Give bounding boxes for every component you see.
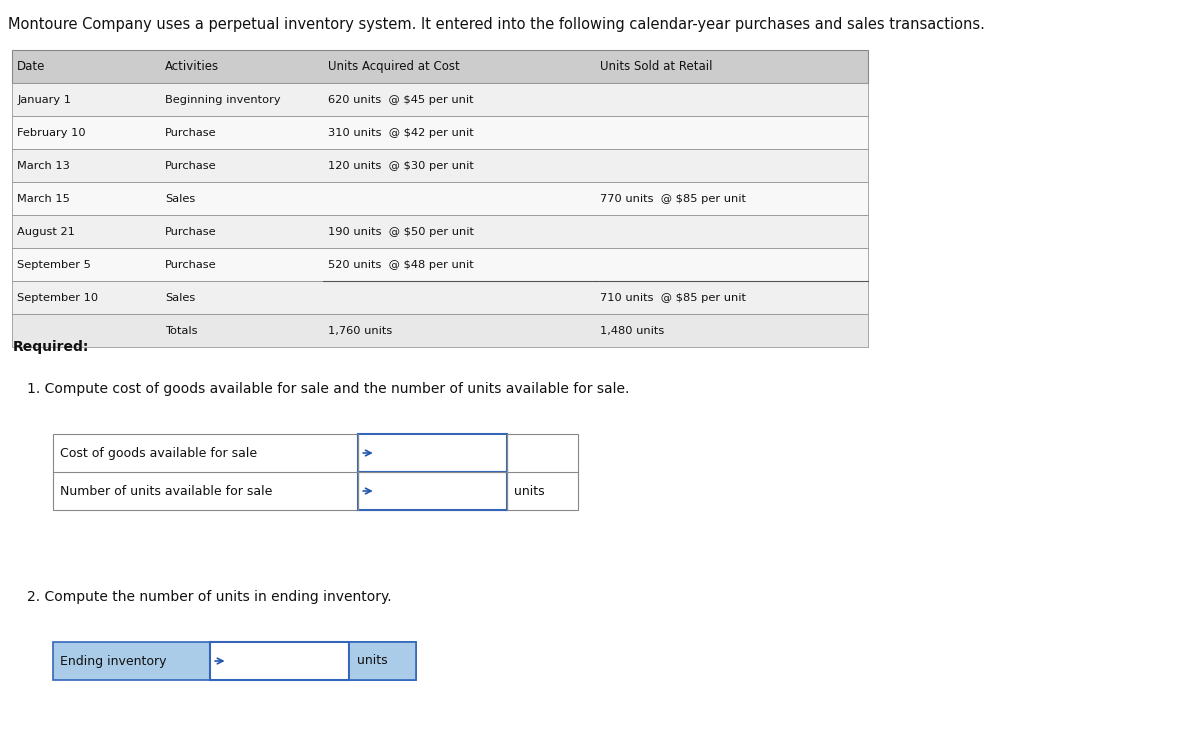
FancyBboxPatch shape bbox=[12, 182, 868, 215]
Text: 310 units  @ $42 per unit: 310 units @ $42 per unit bbox=[328, 127, 474, 138]
Text: February 10: February 10 bbox=[17, 127, 86, 138]
Text: Units Sold at Retail: Units Sold at Retail bbox=[600, 60, 713, 73]
FancyBboxPatch shape bbox=[12, 50, 868, 83]
Text: units: units bbox=[515, 485, 545, 498]
Text: Cost of goods available for sale: Cost of goods available for sale bbox=[60, 447, 257, 460]
Text: 2. Compute the number of units in ending inventory.: 2. Compute the number of units in ending… bbox=[26, 590, 391, 604]
FancyBboxPatch shape bbox=[12, 281, 868, 314]
FancyBboxPatch shape bbox=[12, 149, 868, 182]
Text: Totals: Totals bbox=[166, 326, 198, 335]
Text: Beginning inventory: Beginning inventory bbox=[166, 94, 281, 105]
Text: 120 units  @ $30 per unit: 120 units @ $30 per unit bbox=[328, 160, 474, 171]
Text: Montoure Company uses a perpetual inventory system. It entered into the followin: Montoure Company uses a perpetual invent… bbox=[7, 17, 984, 32]
Text: Ending inventory: Ending inventory bbox=[60, 654, 167, 668]
FancyBboxPatch shape bbox=[53, 434, 578, 510]
FancyBboxPatch shape bbox=[359, 472, 506, 510]
FancyBboxPatch shape bbox=[53, 642, 415, 680]
Text: 1,480 units: 1,480 units bbox=[600, 326, 665, 335]
Text: January 1: January 1 bbox=[17, 94, 71, 105]
FancyBboxPatch shape bbox=[12, 215, 868, 248]
Text: 1,760 units: 1,760 units bbox=[328, 326, 392, 335]
FancyBboxPatch shape bbox=[359, 434, 506, 472]
Text: September 5: September 5 bbox=[17, 260, 91, 269]
Text: Number of units available for sale: Number of units available for sale bbox=[60, 485, 272, 498]
Text: Sales: Sales bbox=[166, 193, 196, 203]
Text: 1. Compute cost of goods available for sale and the number of units available fo: 1. Compute cost of goods available for s… bbox=[26, 382, 629, 396]
Text: Sales: Sales bbox=[166, 293, 196, 302]
Text: 770 units  @ $85 per unit: 770 units @ $85 per unit bbox=[600, 193, 746, 203]
FancyBboxPatch shape bbox=[210, 642, 349, 680]
FancyBboxPatch shape bbox=[12, 248, 868, 281]
Text: 710 units  @ $85 per unit: 710 units @ $85 per unit bbox=[600, 293, 746, 302]
FancyBboxPatch shape bbox=[12, 314, 868, 347]
Text: Required:: Required: bbox=[12, 340, 89, 354]
FancyBboxPatch shape bbox=[12, 116, 868, 149]
Text: Purchase: Purchase bbox=[166, 160, 217, 171]
Text: March 13: March 13 bbox=[17, 160, 70, 171]
Text: 520 units  @ $48 per unit: 520 units @ $48 per unit bbox=[328, 260, 474, 269]
Text: units: units bbox=[356, 654, 388, 668]
Text: September 10: September 10 bbox=[17, 293, 98, 302]
Text: Date: Date bbox=[17, 60, 46, 73]
FancyBboxPatch shape bbox=[349, 642, 415, 680]
Text: March 15: March 15 bbox=[17, 193, 70, 203]
Text: Purchase: Purchase bbox=[166, 260, 217, 269]
Text: August 21: August 21 bbox=[17, 226, 76, 236]
Text: Purchase: Purchase bbox=[166, 226, 217, 236]
Text: 190 units  @ $50 per unit: 190 units @ $50 per unit bbox=[328, 226, 474, 236]
FancyBboxPatch shape bbox=[12, 83, 868, 116]
Text: 620 units  @ $45 per unit: 620 units @ $45 per unit bbox=[328, 94, 474, 105]
Text: Purchase: Purchase bbox=[166, 127, 217, 138]
Text: Units Acquired at Cost: Units Acquired at Cost bbox=[328, 60, 460, 73]
Text: Activities: Activities bbox=[166, 60, 220, 73]
